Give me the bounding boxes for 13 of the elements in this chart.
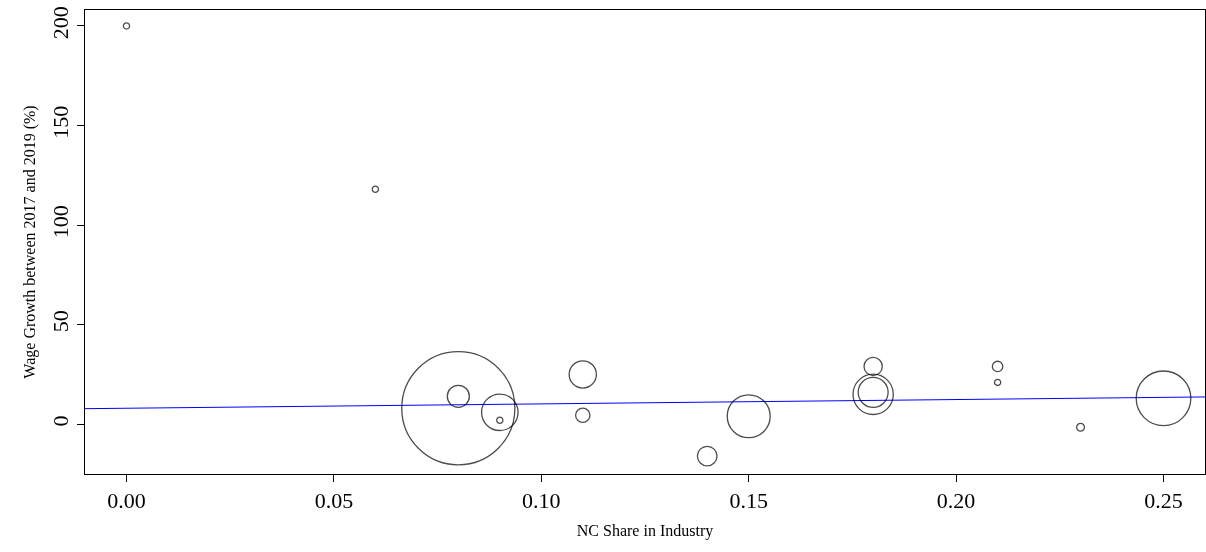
x-tick-label: 0.15 xyxy=(729,488,768,514)
y-tick-label: 100 xyxy=(48,205,74,239)
y-tick-label: 50 xyxy=(48,310,74,333)
y-axis-title: Wage Growth between 2017 and 2019 (%) xyxy=(21,105,40,379)
x-tick-label: 0.00 xyxy=(107,488,146,514)
x-tick-label: 0.20 xyxy=(936,488,976,514)
y-tick-label: 0 xyxy=(48,415,74,427)
y-tick-label: 200 xyxy=(48,6,74,40)
y-tick-label: 150 xyxy=(48,105,74,139)
x-tick-label: 0.25 xyxy=(1144,488,1183,514)
x-tick-label: 0.10 xyxy=(522,488,561,514)
x-axis-title: NC Share in Industry xyxy=(576,522,714,541)
x-tick-label: 0.05 xyxy=(314,488,354,514)
